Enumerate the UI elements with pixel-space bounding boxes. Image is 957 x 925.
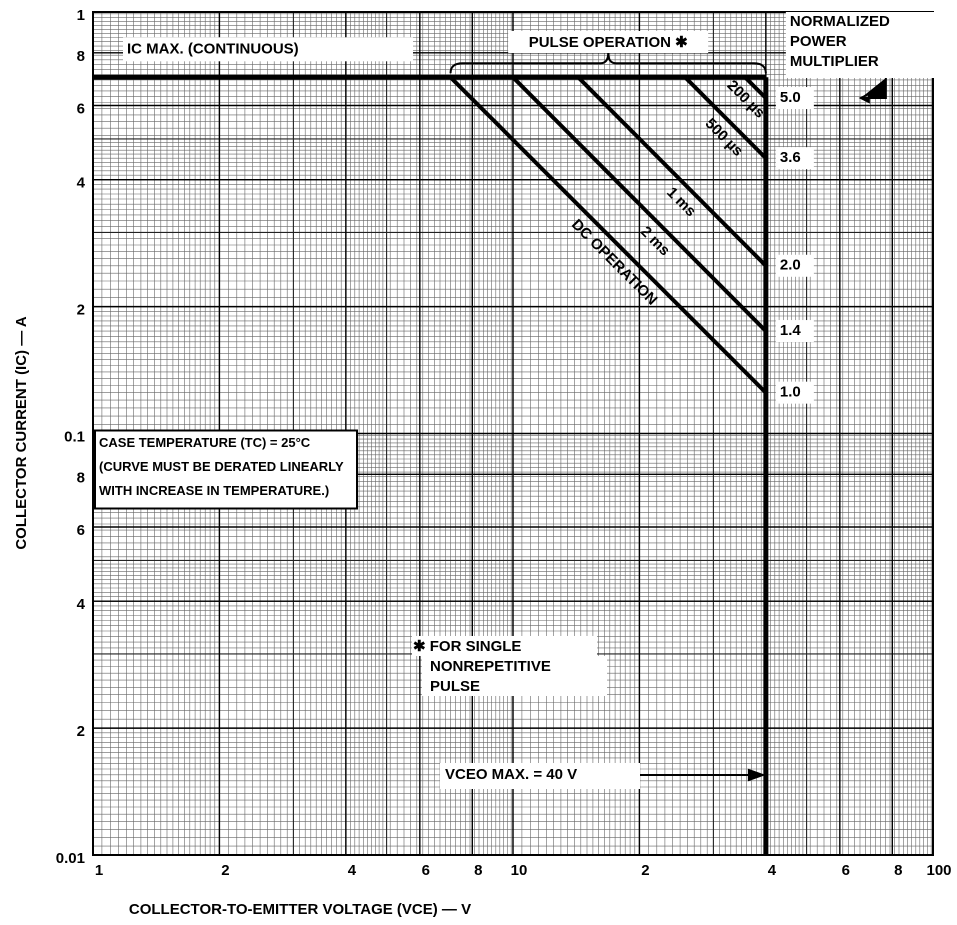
y-tick-label: 4 — [77, 175, 86, 192]
case-note: CASE TEMPERATURE (TC) = 25°C — [99, 435, 311, 450]
label-backing — [775, 254, 814, 277]
multiplier-title: POWER — [790, 33, 847, 50]
line-label: 500 µs — [702, 115, 747, 160]
label-backing — [785, 12, 946, 78]
multiplier-arrow — [858, 78, 887, 104]
label-backing — [412, 636, 597, 656]
x-tick-label: 6 — [422, 862, 430, 879]
case-note: WITH INCREASE IN TEMPERATURE.) — [99, 483, 329, 498]
label-backing — [440, 763, 640, 789]
footnote: ✱ FOR SINGLE — [413, 638, 521, 655]
x-tick-label: 4 — [768, 862, 777, 879]
power-line — [683, 75, 768, 160]
x-tick-label: 2 — [221, 862, 229, 879]
label-backing — [422, 676, 607, 696]
x-tick-label: 4 — [348, 862, 357, 879]
footnote: NONREPETITIVE — [430, 658, 551, 675]
multiplier-label: 1.4 — [780, 322, 802, 339]
brace — [449, 53, 767, 74]
power-line — [511, 75, 768, 333]
y-tick-label: 0.1 — [64, 428, 85, 445]
multiplier-label: 3.6 — [780, 149, 801, 166]
x-tick-label: 6 — [842, 862, 850, 879]
x-tick-label: 1 — [95, 862, 103, 879]
vceo-max-label: VCEO MAX. = 40 V — [445, 766, 577, 783]
y-axis-title: COLLECTOR CURRENT (IC) — A — [13, 316, 30, 549]
x-tick-label: 8 — [474, 862, 482, 879]
y-tick-label: 1 — [77, 7, 85, 24]
x-tick-label: 100 — [926, 862, 951, 879]
case-note: (CURVE MUST BE DERATED LINEARLY — [99, 459, 344, 474]
label-backing — [775, 147, 814, 170]
label-backing — [422, 656, 607, 676]
power-line — [449, 75, 768, 395]
x-tick-label: 8 — [894, 862, 902, 879]
multiplier-label: 2.0 — [780, 257, 801, 274]
y-tick-label: 2 — [77, 723, 85, 740]
vceo-arrow — [640, 768, 766, 782]
label-backing — [775, 320, 814, 343]
power-line — [576, 75, 768, 268]
label-backing — [775, 381, 814, 404]
x-axis-title: COLLECTOR-TO-EMITTER VOLTAGE (VCE) — V — [129, 901, 471, 918]
label-backing — [123, 37, 413, 62]
power-line — [743, 75, 768, 100]
multiplier-title: NORMALIZED — [790, 13, 890, 30]
x-tick-label: 2 — [641, 862, 649, 879]
multiplier-label: 5.0 — [780, 89, 801, 106]
y-tick-label: 4 — [77, 596, 86, 613]
y-tick-label: 8 — [77, 469, 85, 486]
note-box — [94, 429, 358, 510]
footnote: PULSE — [430, 678, 480, 695]
y-tick-label: 6 — [77, 100, 85, 117]
pulse-note: PULSE OPERATION ✱ — [529, 34, 688, 51]
y-tick-label: 0.01 — [56, 850, 85, 867]
y-tick-label: 6 — [77, 522, 85, 539]
multiplier-label: 1.0 — [780, 384, 801, 401]
multiplier-title: MULTIPLIER — [790, 53, 879, 70]
x-tick-label: 10 — [511, 862, 528, 879]
label-backing — [775, 87, 814, 110]
line-label: 2 ms — [637, 223, 673, 259]
y-tick-label: 2 — [77, 302, 85, 319]
y-tick-label: 8 — [77, 48, 85, 65]
ic-max-label: IC MAX. (CONTINUOUS) — [127, 40, 299, 57]
label-backing — [508, 31, 709, 53]
